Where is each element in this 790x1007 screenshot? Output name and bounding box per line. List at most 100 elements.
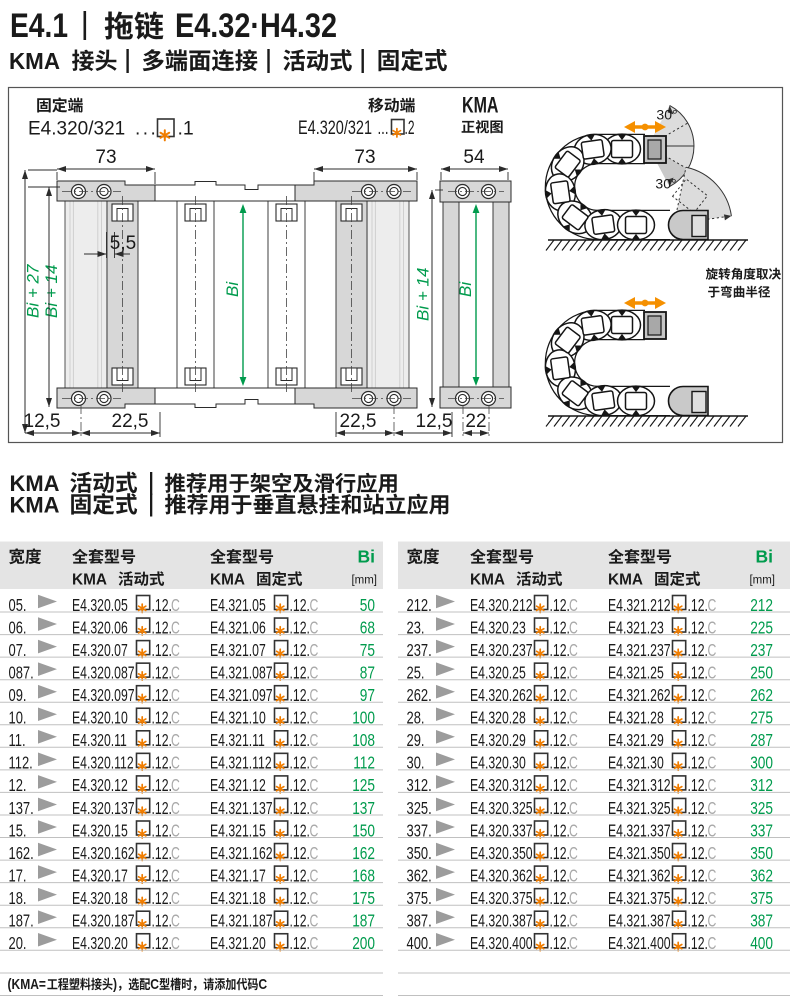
svg-text:C: C (569, 844, 578, 864)
svg-text:E4.321.162: E4.321.162 (210, 844, 273, 864)
svg-text:05.: 05. (9, 596, 27, 616)
svg-text:C: C (171, 866, 180, 886)
svg-text:.12.: .12. (550, 663, 570, 683)
svg-text:.12.: .12. (550, 799, 570, 819)
svg-text:73: 73 (95, 147, 116, 168)
svg-text:75: 75 (360, 641, 375, 660)
svg-text:87: 87 (360, 664, 375, 683)
svg-text:C: C (171, 799, 180, 819)
svg-text:137.: 137. (9, 799, 34, 819)
svg-text:E4.320.375: E4.320.375 (470, 889, 533, 909)
svg-text:C: C (171, 844, 180, 864)
svg-text:C: C (171, 821, 180, 841)
svg-text:E4.320.262: E4.320.262 (470, 686, 533, 706)
svg-text:...: ... (378, 117, 389, 139)
svg-text:.12.: .12. (550, 844, 570, 864)
svg-text:175: 175 (352, 889, 375, 908)
svg-text:C: C (708, 821, 717, 841)
svg-text:112: 112 (353, 754, 375, 773)
svg-text:E4.321.362: E4.321.362 (608, 866, 671, 886)
svg-text:C: C (708, 618, 717, 638)
svg-text:30.: 30. (407, 754, 425, 774)
svg-text:.12.: .12. (290, 596, 310, 616)
svg-text:[mm]: [mm] (351, 575, 377, 587)
svg-text:C: C (569, 866, 578, 886)
svg-text:C: C (310, 911, 319, 931)
svg-text:375: 375 (750, 889, 773, 908)
svg-text:.12.: .12. (688, 776, 708, 796)
svg-text:KMA: KMA (608, 572, 643, 589)
svg-text:C: C (310, 708, 319, 728)
svg-text:.12.: .12. (152, 821, 172, 841)
svg-text:E4.320/321: E4.320/321 (28, 119, 125, 140)
svg-text:C: C (310, 844, 319, 864)
svg-text:E4.321.25: E4.321.25 (608, 663, 664, 683)
svg-text:C: C (310, 776, 319, 796)
svg-text:.12.: .12. (290, 776, 310, 796)
svg-text:.12.: .12. (688, 686, 708, 706)
svg-text:C: C (150, 976, 159, 992)
svg-text:200: 200 (352, 934, 375, 953)
svg-text:137: 137 (352, 799, 375, 818)
svg-text:E4.320.400: E4.320.400 (470, 934, 533, 954)
svg-text:11.: 11. (9, 731, 26, 751)
svg-text:E4.320.162: E4.320.162 (72, 844, 135, 864)
svg-text:C: C (310, 889, 319, 909)
svg-text:E4.320.12: E4.320.12 (72, 776, 128, 796)
svg-text:E4.320.06: E4.320.06 (72, 618, 128, 638)
svg-text:.12.: .12. (550, 889, 570, 909)
svg-text:C: C (708, 934, 717, 954)
svg-text:C: C (310, 618, 319, 638)
svg-text:387: 387 (750, 912, 773, 931)
svg-text:22,5: 22,5 (340, 411, 377, 432)
svg-text:.12.: .12. (550, 866, 570, 886)
svg-text:E4.321.187: E4.321.187 (210, 911, 273, 931)
svg-text:187.: 187. (9, 912, 34, 932)
svg-text:E4.321.387: E4.321.387 (608, 911, 671, 931)
svg-text:E4.320.312: E4.320.312 (470, 776, 533, 796)
svg-text:73: 73 (354, 147, 375, 168)
svg-text:C: C (171, 686, 180, 706)
svg-text:KMA: KMA (210, 572, 245, 589)
svg-text:C: C (569, 934, 578, 954)
svg-text:C: C (310, 663, 319, 683)
svg-text:07.: 07. (9, 641, 27, 661)
svg-text:C: C (708, 866, 717, 886)
svg-text:125: 125 (352, 777, 375, 796)
svg-text:C: C (171, 776, 180, 796)
svg-text:.12.: .12. (688, 663, 708, 683)
svg-text:E4.321.12: E4.321.12 (210, 776, 266, 796)
svg-text:C: C (708, 731, 717, 751)
svg-text:(KMA=: (KMA= (8, 976, 47, 992)
svg-text:18.: 18. (9, 889, 27, 909)
svg-text:.12.: .12. (152, 641, 172, 661)
svg-text:.12.: .12. (550, 731, 570, 751)
svg-text:KMA: KMA (10, 493, 60, 518)
svg-text:KMA: KMA (462, 93, 499, 118)
svg-text:C: C (258, 976, 267, 992)
svg-text:350: 350 (750, 844, 773, 863)
svg-text:E4.320.187: E4.320.187 (72, 911, 135, 931)
svg-text:C: C (569, 596, 578, 616)
svg-text:E4.321.097: E4.321.097 (210, 686, 273, 706)
svg-text:C: C (708, 844, 717, 864)
svg-text:28.: 28. (407, 709, 425, 729)
svg-text:E4.321.10: E4.321.10 (210, 708, 266, 728)
svg-text:212.: 212. (407, 596, 432, 616)
svg-text:.12.: .12. (688, 911, 708, 931)
svg-text:E4.320.097: E4.320.097 (72, 686, 135, 706)
svg-text:168: 168 (352, 867, 375, 886)
svg-text:12,5: 12,5 (24, 411, 61, 432)
svg-text:50: 50 (360, 596, 375, 615)
svg-text:262: 262 (750, 686, 773, 705)
svg-text:.12.: .12. (152, 799, 172, 819)
svg-text:23.: 23. (407, 618, 425, 638)
svg-text:E4.321.350: E4.321.350 (608, 844, 671, 864)
svg-text:Bi: Bi (223, 281, 242, 297)
svg-text:C: C (708, 663, 717, 683)
svg-text:162.: 162. (9, 844, 34, 864)
svg-text:.12.: .12. (290, 911, 310, 931)
svg-text:E4.320.087: E4.320.087 (72, 663, 135, 683)
svg-text:C: C (171, 596, 180, 616)
svg-text:E4.320/321: E4.320/321 (298, 117, 372, 139)
